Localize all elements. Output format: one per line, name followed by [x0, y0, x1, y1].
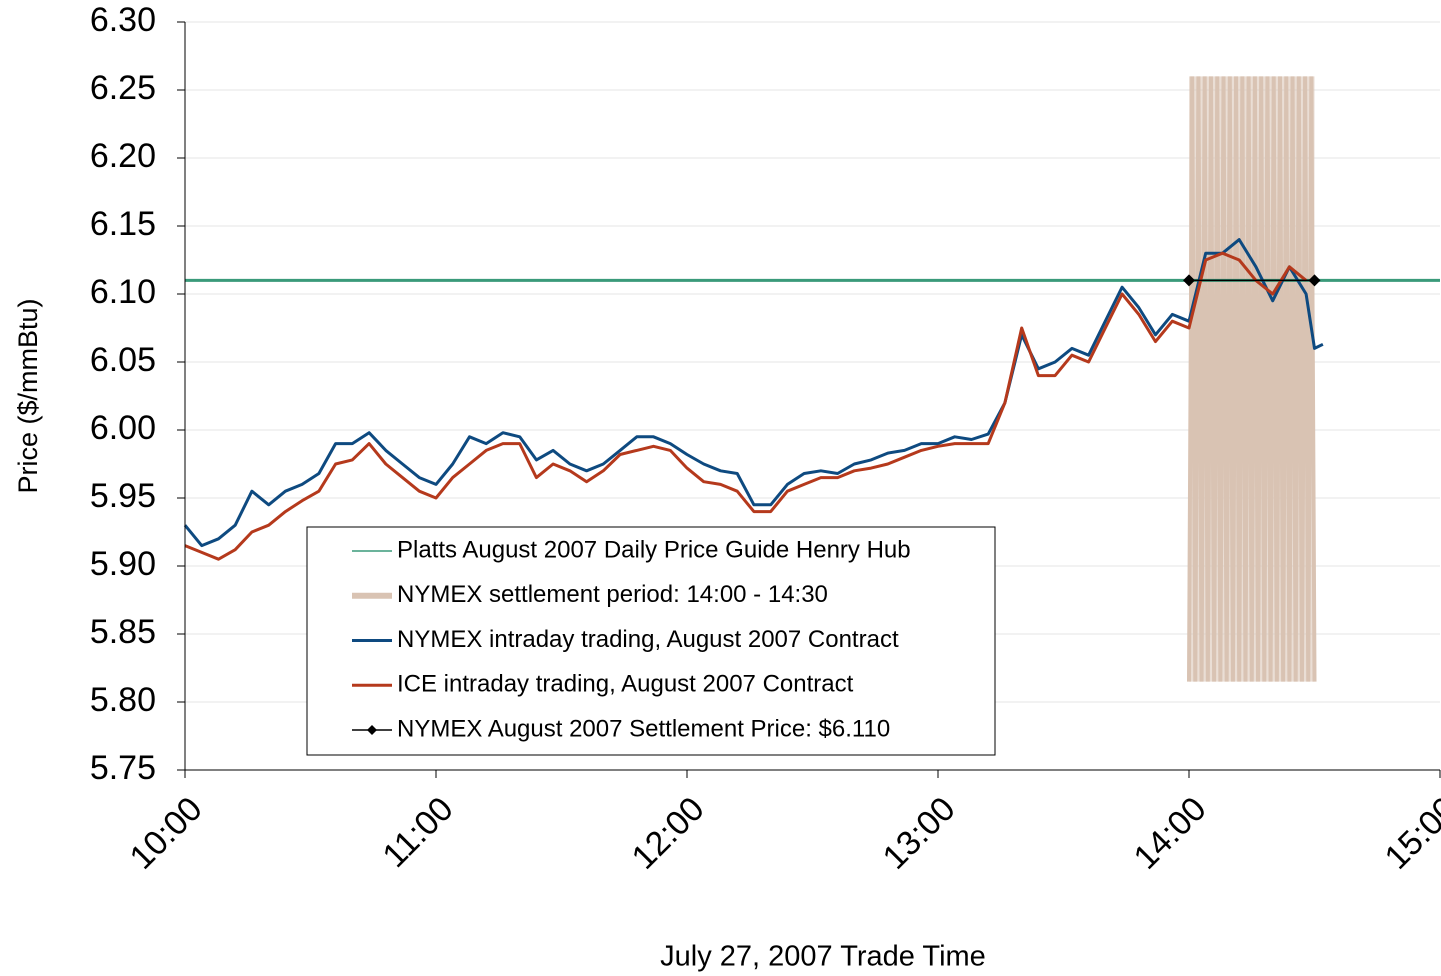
diamond-marker [1308, 274, 1321, 287]
x-tick-label: 13:00 [876, 790, 963, 877]
y-tick-label: 6.30 [90, 1, 156, 39]
legend-label: NYMEX August 2007 Settlement Price: $6.1… [397, 715, 890, 742]
y-tick-label: 6.00 [90, 409, 156, 447]
y-tick-label: 5.75 [90, 749, 156, 787]
y-tick-label: 6.25 [90, 69, 156, 107]
legend-label: ICE intraday trading, August 2007 Contra… [397, 671, 854, 698]
y-tick-label: 5.85 [90, 613, 156, 651]
y-tick-label: 5.80 [90, 681, 156, 719]
legend-label: NYMEX settlement period: 14:00 - 14:30 [397, 581, 828, 608]
y-tick-label: 6.10 [90, 273, 156, 311]
legend-box [306, 526, 996, 756]
y-tick-label: 5.90 [90, 545, 156, 583]
y-tick-label: 5.95 [90, 477, 156, 515]
diamond-marker [1183, 274, 1195, 287]
series-line [183, 238, 1324, 548]
x-axis-label: July 27, 2007 Trade Time [660, 941, 986, 973]
band-hatch [1187, 76, 1317, 682]
y-tick-label: 6.15 [90, 205, 156, 243]
legend-label: Platts August 2007 Daily Price Guide Hen… [397, 536, 911, 563]
y-tick-label: 6.05 [90, 341, 156, 379]
x-tick-label: 11:00 [375, 790, 460, 875]
x-tick-label: 12:00 [625, 790, 712, 877]
x-tick-label: 14:00 [1127, 790, 1214, 877]
legend-marker [367, 725, 377, 735]
x-tick-label: 10:00 [123, 790, 210, 877]
legend-label: NYMEX intraday trading, August 2007 Cont… [397, 626, 899, 653]
series-line [184, 251, 1308, 561]
y-axis-label: Price ($/mmBtu) [13, 298, 43, 493]
legend: Platts August 2007 Daily Price Guide Hen… [306, 526, 996, 756]
x-tick-label: 15:00 [1378, 790, 1441, 877]
settlement-band [1187, 76, 1317, 682]
y-tick-label: 6.20 [90, 137, 156, 175]
